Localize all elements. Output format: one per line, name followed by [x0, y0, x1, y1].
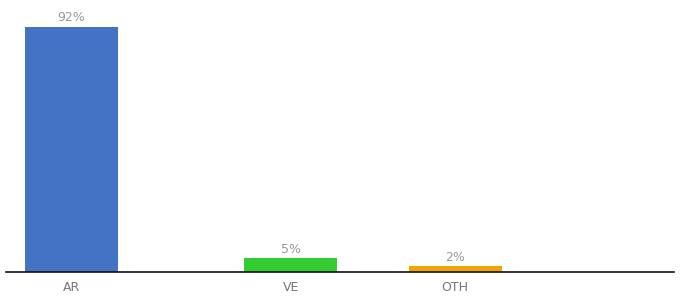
Text: 5%: 5%: [281, 243, 301, 256]
Bar: [244, 258, 337, 272]
Bar: [409, 266, 502, 272]
Text: 2%: 2%: [445, 251, 465, 264]
Text: 92%: 92%: [58, 11, 85, 24]
Bar: [24, 27, 118, 272]
